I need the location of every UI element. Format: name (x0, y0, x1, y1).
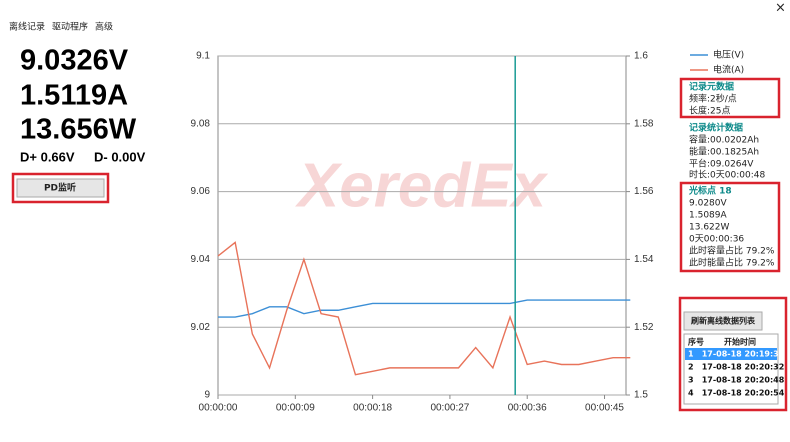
x-tick-label: 00:00:27 (430, 403, 469, 414)
y2-tick-label: 1.52 (634, 322, 654, 333)
menu-item[interactable]: 离线记录 (9, 21, 45, 33)
y-tick-label: 9.06 (191, 186, 211, 197)
y-tick-label: 9.08 (191, 118, 211, 129)
y-tick-label: 9.02 (191, 322, 211, 333)
dplus-reading: D+ 0.66V (20, 149, 75, 164)
y-tick-label: 9 (204, 390, 210, 401)
table-header: 序号 (688, 337, 704, 347)
highlight (679, 181, 781, 273)
table-cell[interactable]: 1 (688, 350, 694, 359)
menu-item[interactable]: 驱动程序 (52, 21, 88, 33)
series-line (217, 241, 631, 376)
x-tick-label: 00:00:00 (199, 403, 238, 414)
info-line: 0天00:00:36 (689, 235, 744, 245)
info-line: 平台:09.0264V (689, 158, 754, 170)
pd-button-label[interactable]: PD监听 (44, 182, 76, 194)
y-tick-label: 9.1 (196, 51, 210, 62)
section-title: 光标点 18 (688, 185, 732, 197)
info-line: 长度:25点 (689, 105, 731, 117)
x-tick-label: 00:00:36 (508, 403, 547, 414)
table-body: 序号 开始时间 1 17-08-18 20:19:37 2 17-08-18 20:20:… (685, 337, 785, 398)
info-line: 此时能量占比 79.2% (689, 257, 775, 269)
table-cell[interactable]: 3 (688, 376, 694, 385)
y2-tick-label: 1.6 (634, 51, 648, 62)
legend-label: 电压(V) (713, 49, 744, 61)
table-cell[interactable]: 17-08-18 20:20:48 (702, 376, 785, 385)
info-line: 13.622W (689, 223, 729, 233)
watermark: XeredEx (295, 151, 549, 220)
y2-tick-label: 1.54 (634, 254, 654, 265)
table-cell[interactable]: 17-08-18 20:19:37 (702, 350, 785, 359)
table-cell[interactable]: 17-08-18 20:20:54 (702, 389, 785, 398)
info-line: 9.0280V (689, 199, 727, 209)
session-table (683, 333, 779, 405)
info-line: 容量:00.0202Ah (689, 134, 759, 146)
y2-tick-label: 1.5 (634, 390, 648, 401)
table-cell[interactable]: 2 (688, 363, 694, 372)
plot-frame (217, 55, 627, 396)
info-line: 频率:2秒/点 (689, 93, 737, 105)
close-button[interactable]: × (775, 1, 786, 16)
pd-button[interactable] (16, 178, 105, 198)
table-cell[interactable]: 17-08-18 20:20:32 (702, 363, 785, 372)
dminus-reading: D- 0.00V (94, 149, 146, 164)
info-line: 1.5089A (689, 211, 727, 221)
refresh-button[interactable] (683, 311, 763, 331)
y2-tick-label: 1.56 (634, 186, 654, 197)
current-reading: 1.5119A (20, 80, 128, 112)
info-line: 此时容量占比 79.2% (689, 245, 775, 257)
y-tick-label: 9.04 (191, 254, 211, 265)
x-tick-label: 00:00:18 (353, 403, 392, 414)
series-line (218, 299, 631, 318)
info-line: 时长:0天00:00:48 (689, 169, 765, 181)
y2-tick-label: 1.58 (634, 118, 654, 129)
refresh-button-label[interactable]: 刷新离线数据列表 (690, 316, 756, 326)
highlight (11, 172, 110, 204)
row-highlight[interactable] (685, 348, 777, 360)
section-title: 记录统计数据 (689, 122, 743, 134)
x-tick-label: 00:00:09 (276, 403, 315, 414)
menu-item[interactable]: 高级 (95, 21, 113, 33)
table-header: 开始时间 (724, 337, 756, 347)
x-tick-label: 00:00:45 (585, 403, 624, 414)
section-title: 记录元数据 (689, 81, 734, 93)
chart: XeredEx 9 9.02 9.04 9.06 9.08 9.1 1.5 1.52 1.54 1.… (191, 49, 745, 414)
voltage-reading: 9.0326V (20, 45, 129, 77)
table-cell[interactable]: 4 (688, 389, 694, 398)
info-line: 能量:00.1825Ah (689, 146, 759, 158)
highlight (679, 77, 781, 119)
power-reading: 13.656W (20, 114, 137, 146)
highlight (678, 296, 788, 412)
legend-label: 电流(A) (713, 64, 744, 76)
